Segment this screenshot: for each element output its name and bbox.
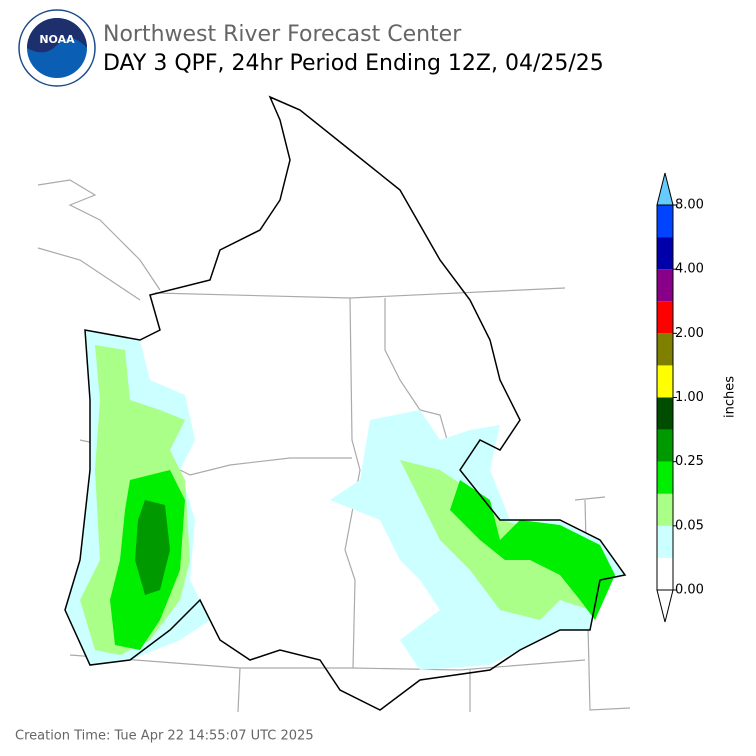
subtitle: DAY 3 QPF, 24hr Period Ending 12Z, 04/25… xyxy=(103,51,604,76)
colorbar-tick-label: 0.00 xyxy=(675,583,704,598)
colorbar-tick-label: 4.00 xyxy=(675,262,704,277)
colorbar-bin xyxy=(657,237,673,270)
colorbar-bin xyxy=(657,493,673,526)
id-or-border xyxy=(344,297,361,669)
title: Northwest River Forecast Center xyxy=(103,22,462,47)
colorbar-tick-label: 2.00 xyxy=(675,326,704,341)
colorbar-bin xyxy=(657,461,673,494)
logo-text: NOAA xyxy=(39,33,75,46)
creation-time: Creation Time: Tue Apr 22 14:55:07 UTC 2… xyxy=(15,729,314,744)
colorbar-tick-label: 1.00 xyxy=(675,390,704,405)
precip-area xyxy=(135,500,170,595)
map xyxy=(37,95,631,713)
colorbar-bin xyxy=(657,429,673,462)
colorbar-over xyxy=(656,172,674,206)
colorbar-bin xyxy=(657,397,673,430)
colorbar-tick-label: 0.05 xyxy=(675,518,704,533)
precip-area xyxy=(450,480,615,620)
colorbar-bin xyxy=(657,205,673,238)
colorbar-tick-label: 0.25 xyxy=(675,454,704,469)
colorbar-bin xyxy=(657,365,673,398)
colorbar: 0.00 0.05 0.25 1.00 2.00 4.00 8.00 xyxy=(656,172,704,623)
colorbar-tick-label: 8.00 xyxy=(675,198,704,213)
colorbar-bin xyxy=(657,333,673,366)
basin-outline xyxy=(64,95,627,711)
canada-border xyxy=(154,287,566,299)
colorbar-bin xyxy=(657,269,673,302)
colorbar-bin xyxy=(657,525,673,558)
colorbar-bin xyxy=(657,301,673,334)
south-borders xyxy=(69,496,631,713)
coastline xyxy=(37,179,161,301)
colorbar-label: inches xyxy=(723,376,738,418)
colorbar-bin xyxy=(657,557,673,590)
noaa-logo: NOAA xyxy=(18,9,96,87)
colorbar-under xyxy=(656,589,674,623)
